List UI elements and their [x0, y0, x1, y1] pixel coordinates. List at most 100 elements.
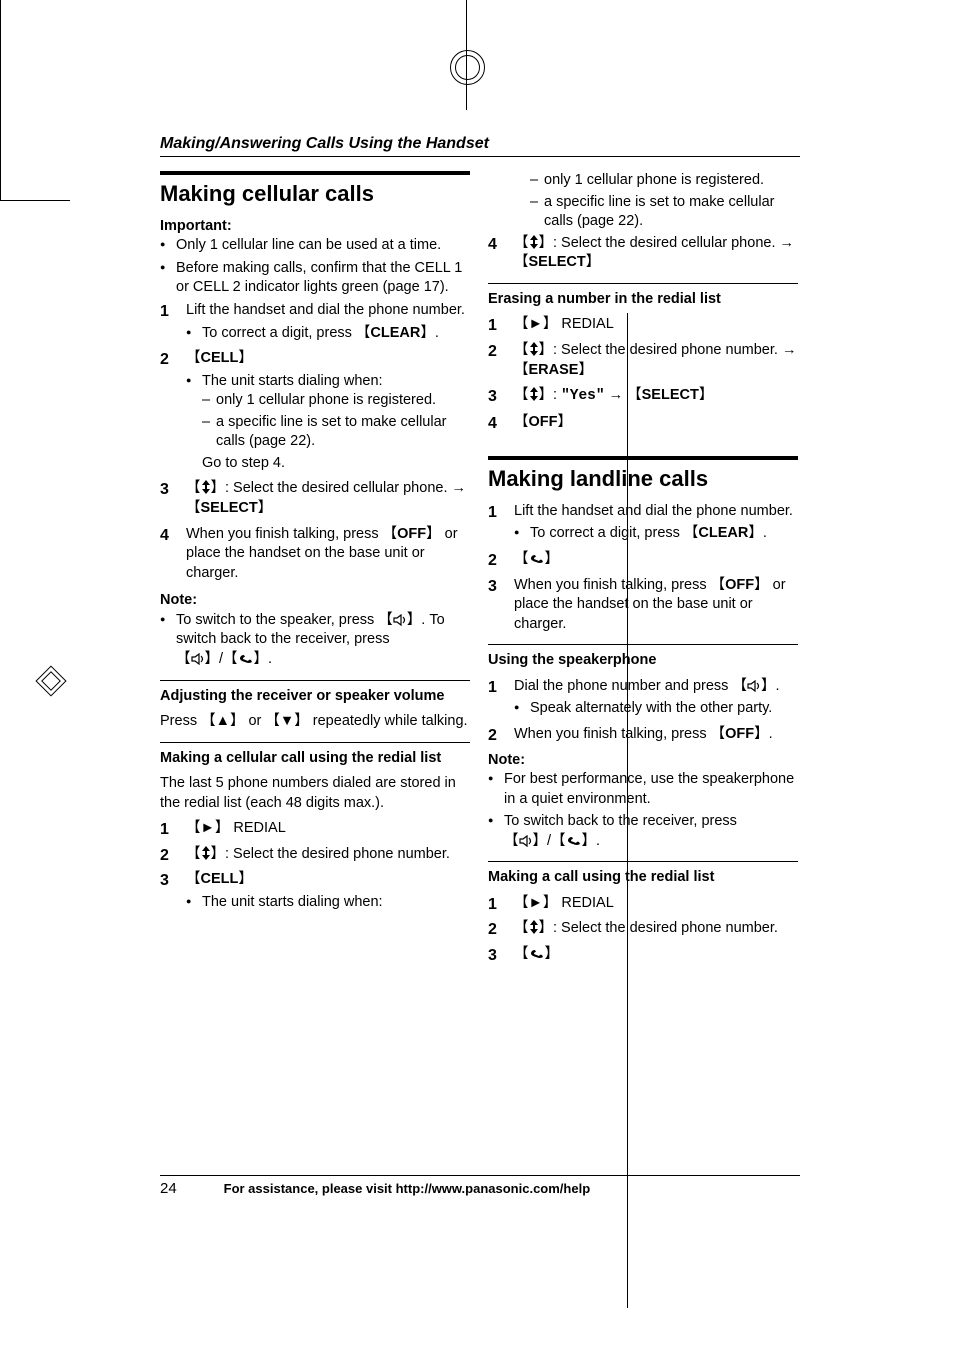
volume-text: Press ▲ or ▼ repeatedly while talking.: [160, 712, 470, 732]
off-button: OFF: [711, 577, 769, 593]
step: 4 When you finish talking, press OFF or …: [160, 525, 470, 584]
step: 2: Select the desired phone number.: [160, 845, 470, 865]
note-label: Note:: [488, 751, 798, 771]
step: 1► REDIAL: [160, 819, 470, 839]
steps-cellular: 1 Lift the handset and dial the phone nu…: [160, 301, 470, 583]
select-button: SELECT: [186, 500, 272, 516]
continued-steps: 4: Select the desired cellular phone. → …: [488, 234, 798, 273]
dash-item: a specific line is set to make cellular …: [530, 193, 798, 232]
updown-button: [514, 235, 553, 251]
column-divider: [627, 313, 628, 1308]
updown-button: [514, 920, 553, 936]
step: 1► REDIAL: [488, 315, 798, 335]
updown-button: [186, 846, 225, 862]
steps-speakerphone: 1Dial the phone number and press . Speak…: [488, 677, 798, 745]
right-button: ►: [514, 895, 557, 911]
note-list: For best performance, use the speakerpho…: [488, 770, 798, 851]
footer-text: For assistance, please visit http://www.…: [224, 1181, 591, 1196]
updown-button: [514, 342, 553, 358]
step: 3When you finish talking, press OFF or p…: [488, 576, 798, 635]
page-number: 24: [160, 1180, 220, 1197]
sub-item: The unit starts dialing when: only 1 cel…: [186, 372, 470, 474]
continued-dash-list: only 1 cellular phone is registered. a s…: [488, 171, 798, 232]
subheading-erase: Erasing a number in the redial list: [488, 290, 798, 310]
footer: 24 For assistance, please visit http://w…: [160, 1175, 800, 1197]
up-button: ▲: [201, 713, 244, 729]
step: 4: Select the desired cellular phone. → …: [488, 234, 798, 273]
updown-button: [186, 480, 225, 496]
off-button: OFF: [711, 726, 769, 742]
crop-mark: [0, 200, 70, 201]
right-button: ►: [514, 316, 557, 332]
step: 1Lift the handset and dial the phone num…: [488, 502, 798, 544]
heading-cellular: Making cellular calls: [160, 179, 470, 209]
select-button: SELECT: [514, 254, 600, 270]
down-button: ▼: [265, 713, 308, 729]
sub-item: To correct a digit, press CLEAR.: [186, 324, 470, 344]
list-item: Only 1 cellular line can be used at a ti…: [160, 236, 470, 256]
heading-landline: Making landline calls: [488, 464, 798, 494]
cell-button: CELL: [186, 871, 253, 887]
step: 1► REDIAL: [488, 894, 798, 914]
step: 2 CELL The unit starts dialing when: onl…: [160, 349, 470, 473]
step: 2: Select the desired phone number. → ER…: [488, 341, 798, 380]
speaker-button: [176, 651, 219, 667]
steps-make-redial: 1► REDIAL 2: Select the desired phone nu…: [488, 894, 798, 965]
rule: [160, 742, 470, 743]
list-item: To switch to the speaker, press . To swi…: [160, 611, 470, 670]
rule: [488, 283, 798, 284]
subheading-redial: Making a cellular call using the redial …: [160, 749, 470, 769]
subheading-speakerphone: Using the speakerphone: [488, 651, 798, 671]
speaker-button: [378, 612, 421, 628]
step-text: Lift the handset and dial the phone numb…: [186, 302, 465, 318]
rule: [488, 456, 798, 460]
talk-button: [223, 651, 268, 667]
step: 2: Select the desired phone number.: [488, 919, 798, 939]
steps-landline: 1Lift the handset and dial the phone num…: [488, 502, 798, 634]
sub-item: To correct a digit, press CLEAR.: [514, 524, 798, 544]
step: 3: [488, 945, 798, 965]
dash-item: only 1 cellular phone is registered.: [530, 171, 798, 191]
talk-button: [514, 946, 559, 962]
step: 4OFF: [488, 413, 798, 433]
redial-text: The last 5 phone numbers dialed are stor…: [160, 774, 470, 813]
list-item: For best performance, use the speakerpho…: [488, 770, 798, 809]
crop-mark: [455, 55, 480, 80]
crop-mark: [0, 100, 1, 200]
talk-button: [551, 833, 596, 849]
speaker-button: [504, 833, 547, 849]
dash-item: only 1 cellular phone is registered.: [202, 391, 470, 411]
subheading-volume: Adjusting the receiver or speaker volume: [160, 687, 470, 707]
section-header: Making/Answering Calls Using the Handset: [160, 135, 800, 157]
important-label: Important:: [160, 217, 470, 237]
talk-button: [514, 551, 559, 567]
updown-button: [514, 387, 553, 403]
step: 2: [488, 550, 798, 570]
cell-button: CELL: [186, 350, 253, 366]
right-column: only 1 cellular phone is registered. a s…: [488, 171, 798, 971]
step: 3: "Yes" → SELECT: [488, 386, 798, 407]
steps-redial: 1► REDIAL 2: Select the desired phone nu…: [160, 819, 470, 912]
select-button: SELECT: [627, 387, 713, 403]
step: 3CELL The unit starts dialing when:: [160, 870, 470, 912]
list-item: To switch back to the receiver, press /.: [488, 812, 798, 851]
right-button: ►: [186, 820, 229, 836]
note-label: Note:: [160, 591, 470, 611]
clear-button: CLEAR: [684, 525, 763, 541]
step: 3 : Select the desired cellular phone. →…: [160, 479, 470, 518]
speaker-button: [732, 678, 775, 694]
clear-button: CLEAR: [356, 325, 435, 341]
rule: [488, 861, 798, 862]
goto-text: Go to step 4.: [202, 455, 285, 471]
dash-item: a specific line is set to make cellular …: [202, 413, 470, 452]
off-button: OFF: [514, 414, 572, 430]
left-column: Making cellular calls Important: Only 1 …: [160, 171, 470, 971]
crop-mark: [0, 0, 1, 100]
sub-item: Speak alternately with the other party.: [514, 699, 798, 719]
sub-item: The unit starts dialing when:: [186, 893, 470, 913]
subheading-make-redial: Making a call using the redial list: [488, 868, 798, 888]
rule: [160, 171, 470, 175]
step: 2When you finish talking, press OFF.: [488, 725, 798, 745]
steps-erase: 1► REDIAL 2: Select the desired phone nu…: [488, 315, 798, 432]
list-item: Before making calls, confirm that the CE…: [160, 259, 470, 298]
